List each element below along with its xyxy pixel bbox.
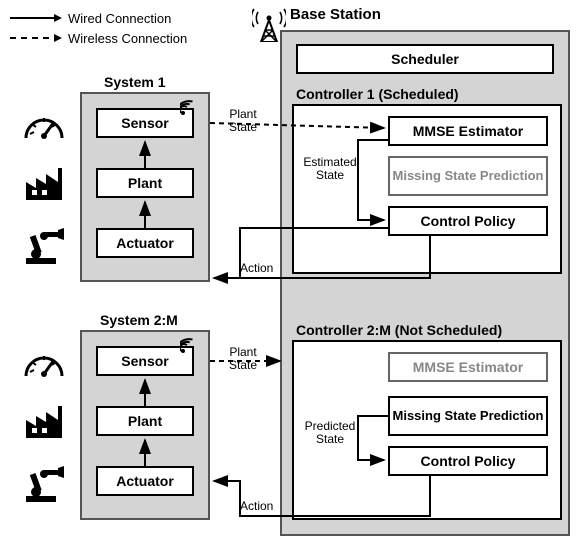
wireless-icon [180, 334, 204, 361]
arrow-dashed-icon [10, 37, 60, 39]
legend-wired: Wired Connection [10, 8, 187, 28]
controller1-policy: Control Policy [388, 206, 548, 236]
system1-actuator: Actuator [96, 228, 194, 258]
controller2-label: Controller 2:M (Not Scheduled) [296, 322, 502, 338]
controller2-missing: Missing State Prediction [388, 396, 548, 436]
base-station-label: Base Station [290, 6, 381, 23]
factory-icon [22, 398, 66, 447]
controller2-policy: Control Policy [388, 446, 548, 476]
scheduler-box: Scheduler [296, 44, 554, 74]
controller1-mmse: MMSE Estimator [388, 116, 548, 146]
edge-estimated-state: Estimated State [300, 156, 360, 182]
factory-icon [22, 160, 66, 209]
edge-action-2: Action [240, 500, 273, 513]
system2-actuator: Actuator [96, 466, 194, 496]
system2-label: System 2:M [100, 312, 178, 328]
edge-plant-state-1: Plant State [218, 108, 268, 134]
gauge-icon [22, 342, 66, 387]
controller1-label: Controller 1 (Scheduled) [296, 86, 459, 102]
edge-action-1: Action [240, 262, 273, 275]
controller1-missing: Missing State Prediction [388, 156, 548, 196]
system2-plant: Plant [96, 406, 194, 436]
legend-wireless: Wireless Connection [10, 28, 187, 48]
system1-label: System 1 [104, 74, 165, 90]
wireless-control-diagram: Wired Connection Wireless Connection Bas… [0, 0, 578, 544]
legend-wired-label: Wired Connection [68, 11, 171, 26]
legend: Wired Connection Wireless Connection [10, 8, 187, 48]
system1-plant: Plant [96, 168, 194, 198]
robot-arm-icon [22, 460, 66, 509]
arrow-solid-icon [10, 17, 60, 19]
edge-predicted-state: Predicted State [300, 420, 360, 446]
wireless-icon [180, 96, 204, 123]
legend-wireless-label: Wireless Connection [68, 31, 187, 46]
robot-arm-icon [22, 222, 66, 271]
gauge-icon [22, 104, 66, 149]
controller2-mmse: MMSE Estimator [388, 352, 548, 382]
edge-plant-state-2: Plant State [218, 346, 268, 372]
